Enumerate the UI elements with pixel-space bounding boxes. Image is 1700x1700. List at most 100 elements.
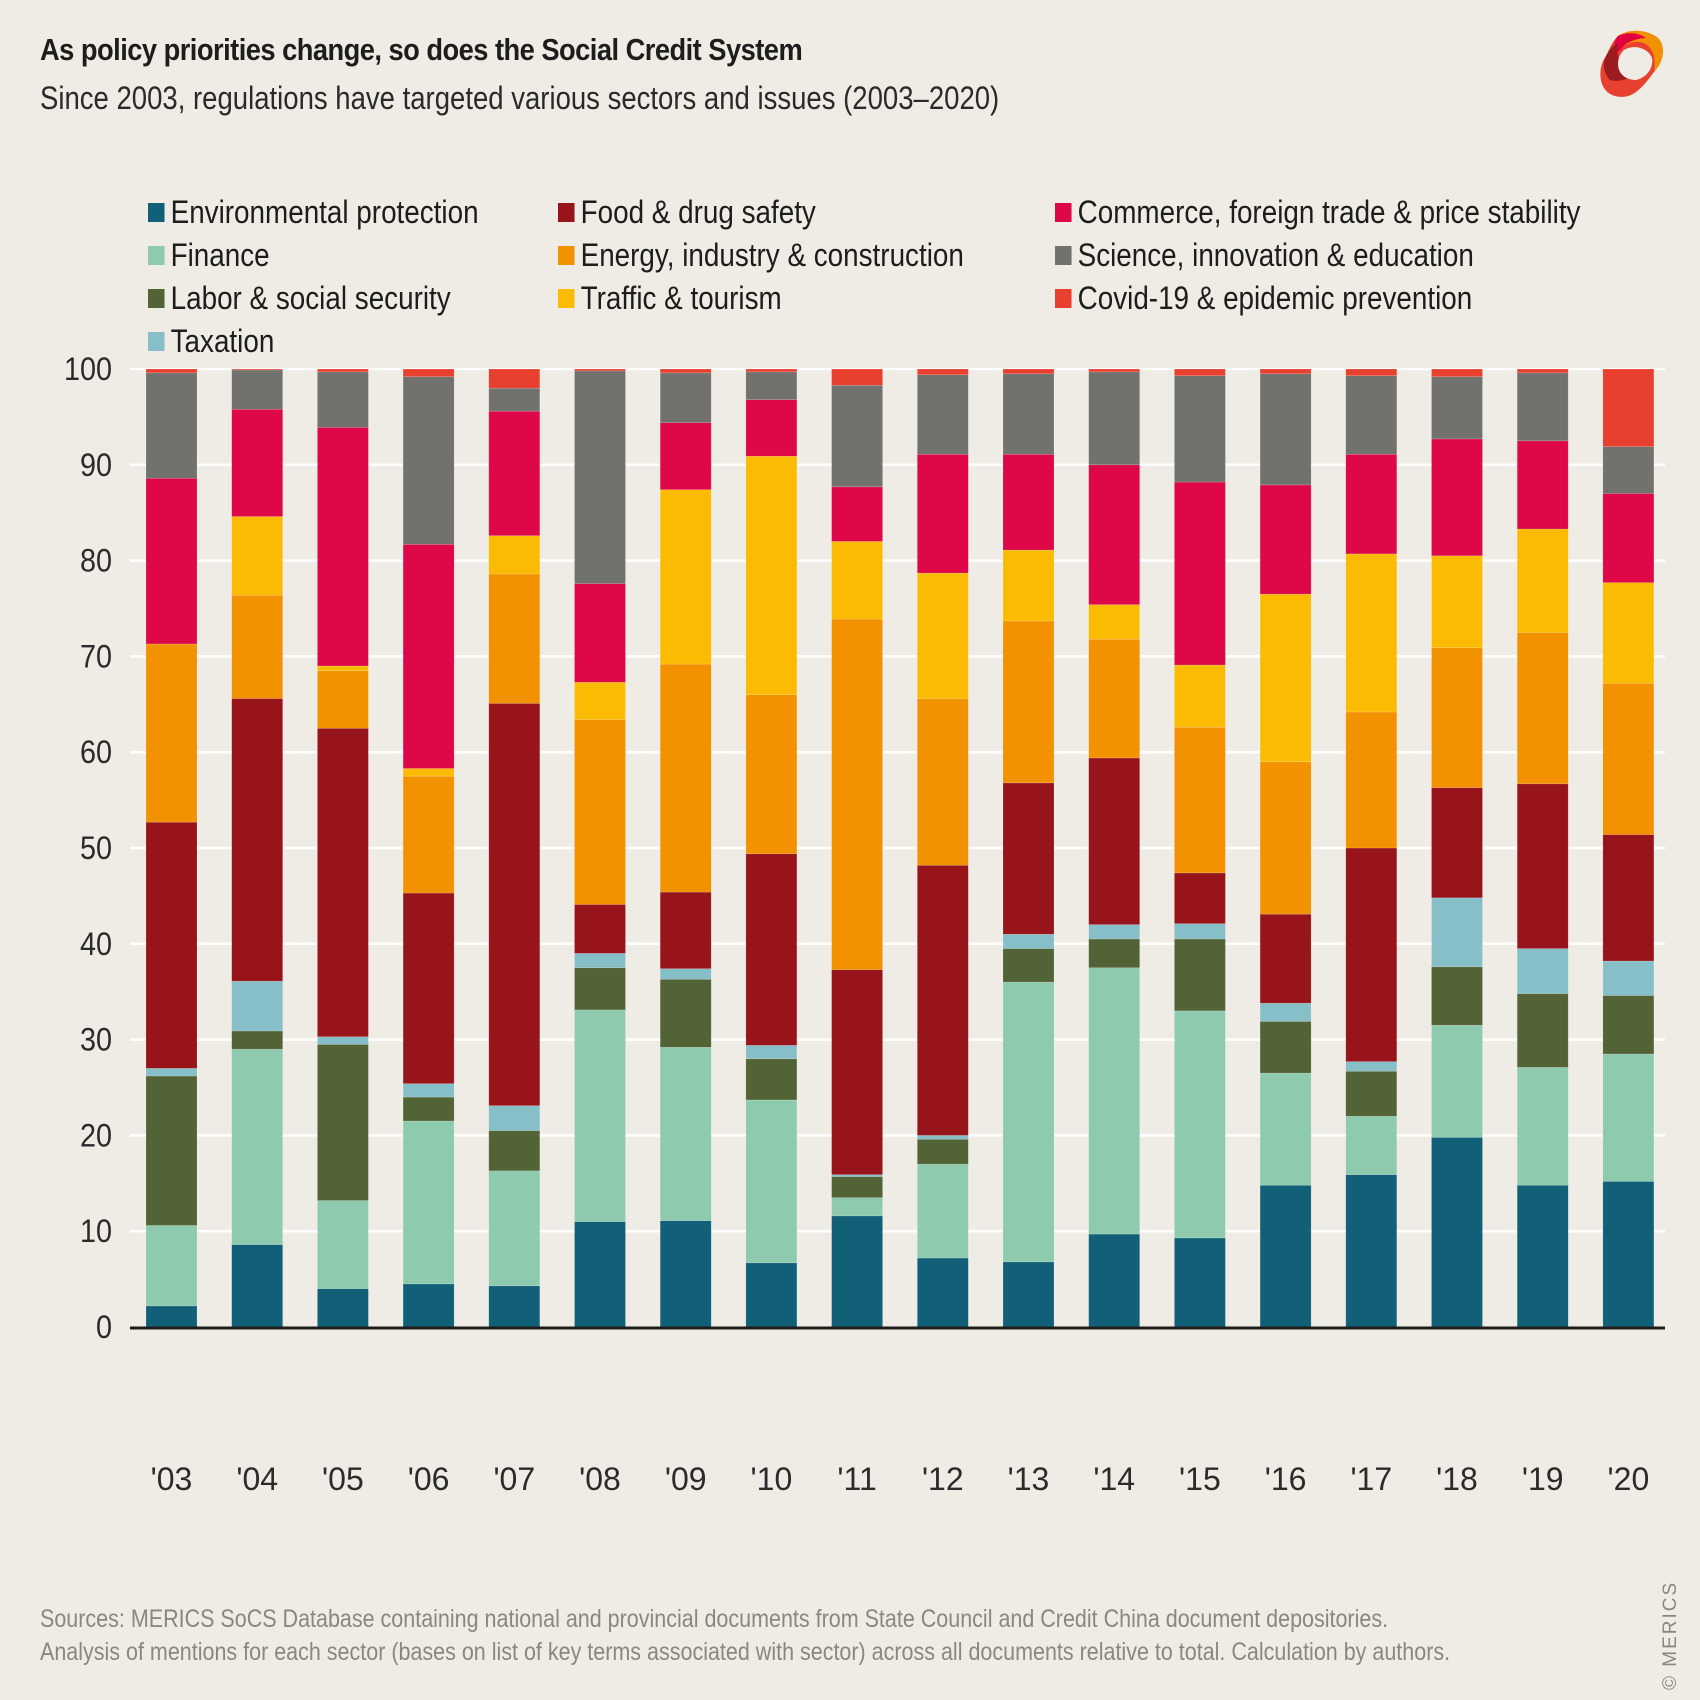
bar-segment (145, 477, 198, 645)
bar-segment (1174, 938, 1226, 1012)
x-tick-label: '19 (1522, 1461, 1564, 1497)
bar-segment (317, 371, 369, 428)
bar-segment (1345, 375, 1398, 455)
bar-segment (145, 821, 198, 1069)
bar-segment (916, 374, 969, 455)
legend-item: Energy, industry & construction (558, 237, 964, 274)
bar-segment (1516, 783, 1569, 949)
bar-segment (145, 643, 198, 823)
bar-segment (659, 489, 712, 665)
bar-segment (402, 1120, 455, 1285)
x-tick-label: '08 (579, 1461, 621, 1497)
bar-segment (1516, 440, 1569, 530)
bar-segment (1602, 368, 1655, 447)
bar-segment (317, 427, 369, 667)
bar-segment (1516, 368, 1569, 374)
bar-segment (1602, 582, 1655, 684)
bar-segment (231, 698, 283, 982)
bar-segment (1431, 376, 1483, 440)
bar-segment (745, 694, 798, 855)
legend-item: Finance (148, 237, 270, 274)
bar-stack (1002, 368, 1055, 1328)
legend-item: Covid-19 & epidemic prevention (1055, 280, 1472, 317)
y-tick-label: 40 (80, 926, 112, 962)
bar-segment (745, 371, 798, 400)
bar-segment (1174, 923, 1226, 940)
bar-stack (1516, 368, 1569, 1328)
y-tick-label: 100 (64, 352, 112, 388)
bar-segment (831, 969, 883, 1175)
bar-segment (402, 892, 455, 1084)
bar-segment (488, 1130, 541, 1172)
bar-segment (1174, 1010, 1226, 1239)
bar-segment (1602, 834, 1655, 962)
legend-swatch (148, 289, 165, 308)
merics-logo-icon (1600, 30, 1663, 97)
bar-segment (1516, 948, 1569, 994)
bar-segment (574, 1221, 626, 1328)
bar-segment (1002, 620, 1055, 784)
bar-segment (1002, 453, 1055, 551)
legend-label: Taxation (170, 323, 275, 359)
bar-segment (1345, 1061, 1398, 1072)
bar-segment (1002, 549, 1055, 622)
bar-segment (1259, 761, 1312, 915)
bar-segment (659, 372, 712, 423)
legend-swatch (558, 203, 575, 222)
bar-segment (488, 573, 541, 704)
bar-stack (488, 368, 541, 1328)
x-tick-label: '07 (493, 1461, 535, 1497)
bar-segment (831, 541, 883, 620)
bar-segment (831, 1197, 883, 1217)
gridlines (130, 367, 1665, 1233)
legend-item: Commerce, foreign trade & price stabilit… (1055, 194, 1580, 231)
bar-segment (402, 1083, 455, 1098)
y-tick-label: 10 (80, 1214, 112, 1250)
bar-segment (745, 399, 798, 457)
bar-segment (1602, 960, 1655, 996)
bar-segment (1516, 632, 1569, 785)
bar-segment (1516, 372, 1569, 442)
bar-segment (402, 1096, 455, 1122)
bar-segment (1345, 1174, 1398, 1328)
bar-segment (1602, 493, 1655, 583)
bar-segment (1431, 1137, 1483, 1328)
bar-segment (1259, 368, 1312, 375)
bar-segment (1431, 787, 1483, 899)
bar-segment (1431, 1024, 1483, 1138)
bar-segment (745, 1262, 798, 1328)
bar-segment (231, 369, 283, 410)
bar-segment (745, 368, 798, 373)
legend-swatch (558, 246, 575, 265)
bar-segment (317, 368, 369, 373)
chart-subtitle: Since 2003, regulations have targeted va… (40, 80, 1000, 116)
bar-stack (145, 368, 198, 1328)
bar-segment (1174, 726, 1226, 874)
bar-segment (1259, 1002, 1312, 1022)
bar-segment (916, 453, 969, 574)
bar-segment (402, 1283, 455, 1328)
bars (145, 368, 1655, 1328)
bar-segment (659, 978, 712, 1048)
legend-label: Commerce, foreign trade & price stabilit… (1077, 194, 1581, 230)
bar-segment (916, 1138, 969, 1165)
bar-segment (659, 663, 712, 893)
bar-segment (574, 719, 626, 905)
bar-segment (488, 1170, 541, 1287)
y-axis-labels: 0 10 20 30 40 50 60 70 80 90 100 (64, 352, 112, 1346)
bar-segment (916, 1163, 969, 1259)
bar-segment (831, 368, 883, 386)
bar-segment (402, 768, 455, 777)
bar-segment (745, 455, 798, 696)
bar-segment (659, 968, 712, 980)
bar-segment (1088, 464, 1140, 605)
bar-segment (1259, 484, 1312, 595)
bar-segment (574, 370, 626, 584)
bar-segment (745, 1058, 798, 1101)
legend-swatch (1055, 203, 1072, 222)
bar-segment (231, 1030, 283, 1050)
footer-analysis: Analysis of mentions for each sector (ba… (40, 1638, 1451, 1666)
bar-segment (488, 1105, 541, 1131)
bar-segment (659, 1046, 712, 1221)
